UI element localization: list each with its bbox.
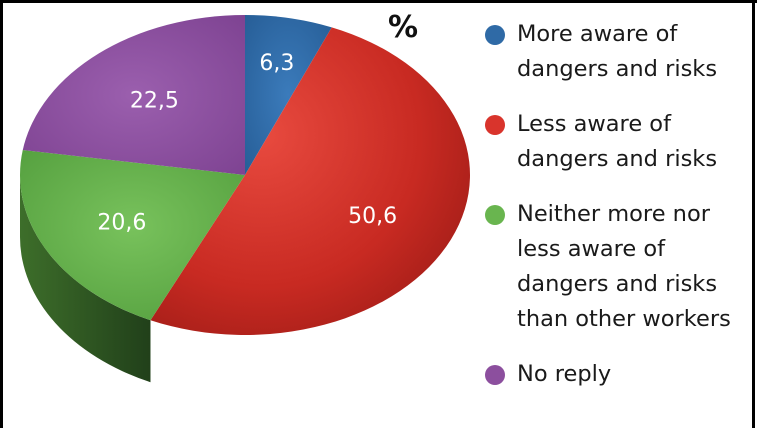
legend-marker-less-aware <box>485 115 505 135</box>
legend-item-more-aware: More aware of dangers and risks <box>485 17 755 87</box>
pie-slice-neither <box>19 149 245 321</box>
legend: More aware of dangers and risks Less awa… <box>485 17 755 412</box>
legend-marker-no-reply <box>485 365 505 385</box>
pie-value-label-less-aware: 50,6 <box>348 204 397 229</box>
legend-item-no-reply: No reply <box>485 357 755 392</box>
pie-value-label-neither: 20,6 <box>97 211 146 236</box>
frame-border-left <box>0 0 3 428</box>
pie-slice-more-aware <box>245 15 332 175</box>
pie-slice-less-aware <box>150 27 470 335</box>
pie-chart: 6,3 50,6 20,6 22,5 <box>19 15 470 383</box>
legend-item-less-aware: Less aware of dangers and risks <box>485 107 755 177</box>
frame-border-right <box>752 0 755 428</box>
pie-side-neither <box>20 175 151 383</box>
frame-border-top <box>0 0 757 3</box>
legend-marker-more-aware <box>485 25 505 45</box>
pie-side-layer <box>20 175 151 383</box>
legend-label-less-aware: Less aware of dangers and risks <box>517 111 718 172</box>
legend-label-neither: Neither more nor less aware of dangers a… <box>517 201 731 332</box>
pie-slice-no-reply <box>22 15 245 175</box>
legend-item-neither: Neither more nor less aware of dangers a… <box>485 197 755 337</box>
legend-label-no-reply: No reply <box>517 361 612 387</box>
legend-marker-neither <box>485 205 505 225</box>
pie-label-layer: 6,3 50,6 20,6 22,5 <box>97 51 397 236</box>
pie-top-layer <box>19 15 470 335</box>
pie-value-label-no-reply: 22,5 <box>130 89 179 114</box>
legend-label-more-aware: More aware of dangers and risks <box>517 21 718 82</box>
pie-value-label-more-aware: 6,3 <box>259 51 294 76</box>
unit-label: % <box>388 10 419 45</box>
